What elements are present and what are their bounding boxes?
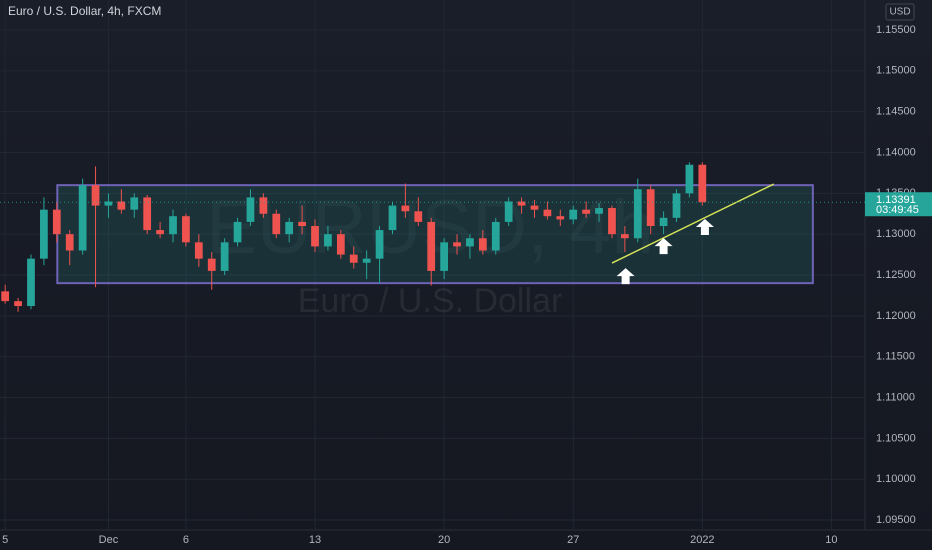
- watermark-subtitle: Euro / U.S. Dollar: [298, 282, 563, 320]
- y-tick-label: 1.10000: [876, 473, 916, 485]
- candle-body: [259, 197, 268, 214]
- y-tick-label: 1.13000: [876, 228, 916, 240]
- candle-body: [91, 185, 100, 206]
- y-tick-label: 1.12000: [876, 310, 916, 322]
- candle-body: [569, 209, 578, 220]
- x-tick-label: 27: [567, 534, 579, 546]
- candle-body: [466, 238, 474, 247]
- currency: USD: [889, 7, 910, 18]
- x-tick-label: 2022: [690, 534, 714, 546]
- candle-body: [453, 242, 461, 247]
- arrow-up: [654, 238, 673, 255]
- candle-body: [620, 234, 629, 239]
- candle-body: [478, 238, 487, 251]
- candle-body: [117, 201, 126, 210]
- candle-body: [104, 201, 113, 206]
- x-tick-label: 20: [438, 534, 450, 546]
- candle-body: [388, 205, 397, 231]
- candle-body: [659, 217, 668, 226]
- y-tick-label: 1.14500: [876, 106, 916, 118]
- last-price-box: [865, 192, 932, 217]
- countdown: 03:49:45: [876, 204, 919, 216]
- candle-body: [427, 221, 436, 271]
- candle-body: [1, 291, 10, 302]
- candle-body: [78, 185, 87, 251]
- candle-body: [556, 216, 565, 220]
- candle-body: [401, 205, 410, 212]
- y-tick-label: 1.10500: [876, 432, 916, 444]
- arrow-up: [616, 268, 635, 285]
- candle-body: [336, 234, 345, 255]
- candle-body: [414, 211, 423, 222]
- x-tick-label: Dec: [99, 534, 119, 546]
- trendline: [611, 183, 775, 264]
- x-tick-label: 13: [309, 534, 321, 546]
- candle-body: [582, 209, 591, 214]
- candle-body: [349, 254, 358, 263]
- candle-body: [130, 197, 139, 210]
- candle-body: [491, 221, 500, 251]
- candle-body: [375, 230, 384, 259]
- y-tick-label: 1.09500: [876, 514, 916, 526]
- candle-body: [530, 205, 539, 210]
- candle-body: [595, 208, 603, 214]
- candle-body: [362, 258, 371, 263]
- candle-body: [27, 258, 35, 307]
- candle-body: [207, 258, 216, 271]
- candle-body: [517, 201, 526, 206]
- candle-body: [543, 209, 552, 217]
- candle-body: [169, 216, 177, 235]
- candle-body: [220, 242, 229, 271]
- candle-body: [311, 225, 319, 247]
- candle-body: [298, 221, 306, 226]
- candle-body: [324, 234, 332, 247]
- arrow-up: [695, 219, 714, 236]
- candle-body: [52, 209, 61, 235]
- candle-body: [40, 209, 48, 259]
- candle-body: [182, 216, 190, 243]
- y-tick-label: 1.11500: [876, 351, 915, 363]
- candle-body: [233, 221, 242, 243]
- candle-body: [504, 201, 513, 222]
- candle-body: [672, 193, 681, 218]
- y-tick-label: 1.12500: [876, 269, 916, 281]
- y-tick-label: 1.14000: [876, 146, 916, 158]
- candle-body: [633, 189, 642, 239]
- candle-body: [608, 208, 616, 235]
- candle-body: [194, 242, 203, 259]
- x-tick-label: 10: [825, 534, 837, 546]
- candle-body: [156, 230, 164, 235]
- candle-body: [14, 301, 22, 307]
- y-tick-label: 1.11000: [876, 391, 915, 403]
- candle-body: [285, 221, 294, 235]
- last-price-label: 1.13391: [876, 194, 916, 206]
- candle-body: [65, 234, 74, 251]
- candle-body: [143, 197, 152, 231]
- x-tick-label: 5: [2, 534, 8, 546]
- x-tick-label: 6: [183, 534, 189, 546]
- candle-body: [440, 242, 448, 271]
- candle-body: [272, 213, 281, 235]
- chart-title: Euro / U.S. Dollar, 4h, FXCM: [8, 4, 161, 18]
- candle-body: [646, 189, 655, 226]
- y-tick-label: 1.15500: [876, 24, 916, 36]
- candle-body: [246, 197, 255, 222]
- candle-body: [685, 164, 694, 194]
- candle-body: [698, 164, 707, 203]
- currency-button[interactable]: [885, 3, 915, 21]
- y-tick-label: 1.15000: [876, 65, 916, 77]
